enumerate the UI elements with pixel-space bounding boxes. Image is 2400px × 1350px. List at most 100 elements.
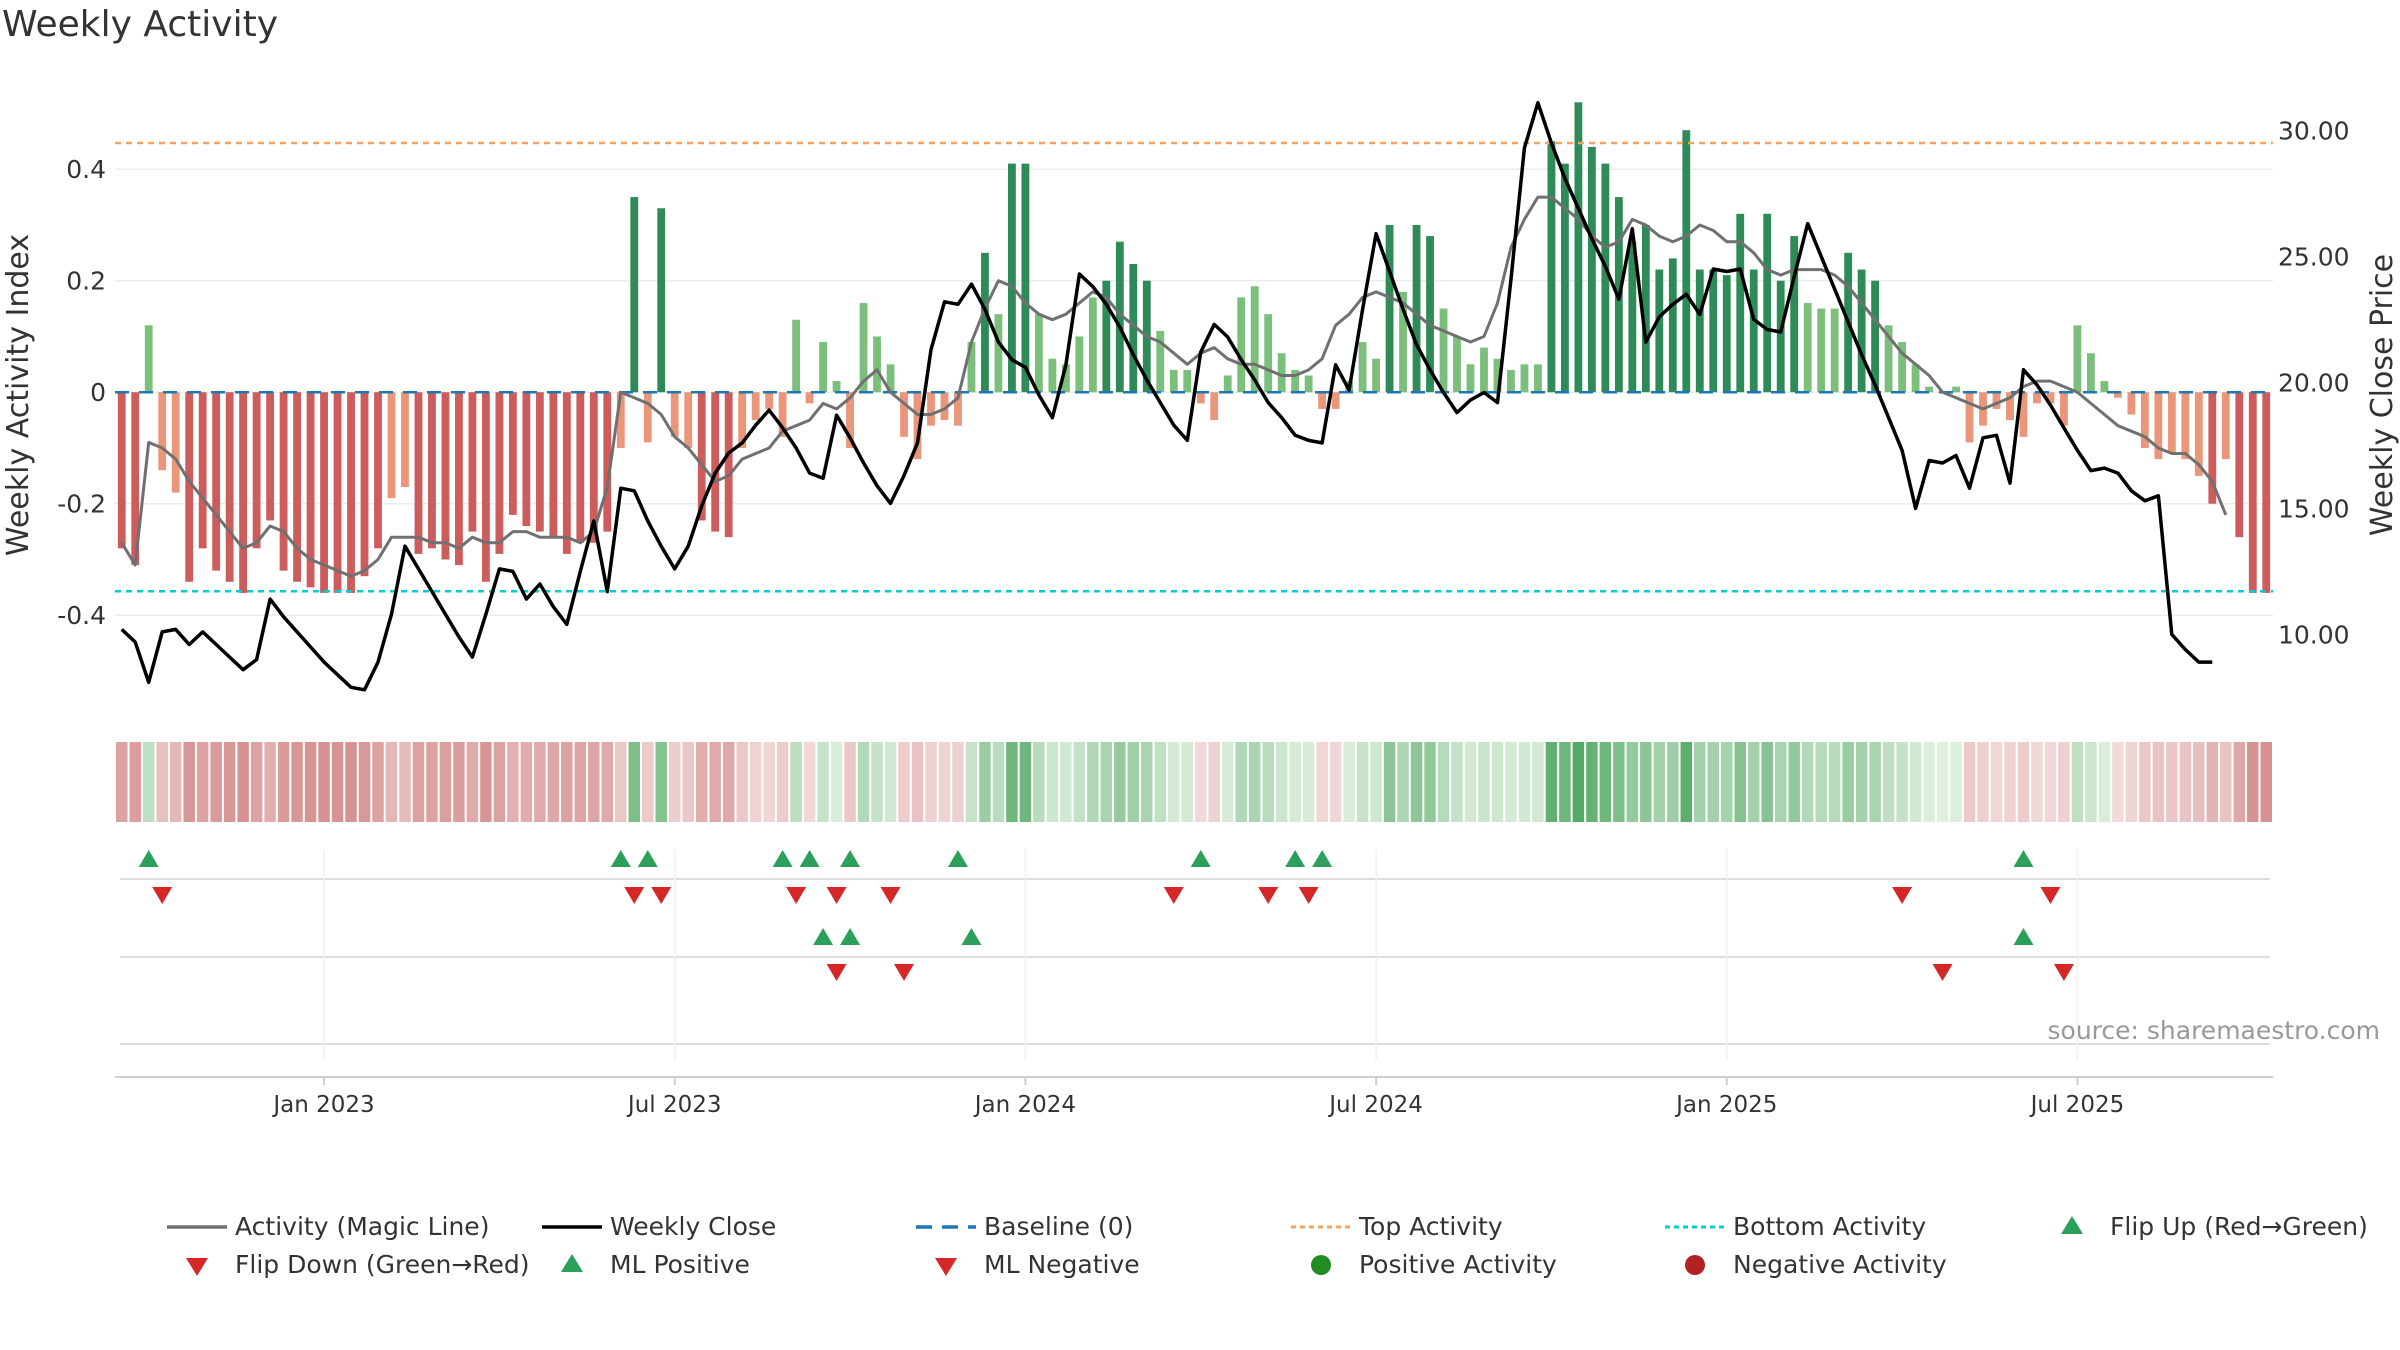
activity-bar [1426,236,1434,393]
activity-bar [1817,308,1826,393]
negative-dot-icon [1685,1255,1705,1275]
ml-negative-marker [826,964,847,981]
activity-bar [2127,392,2136,415]
heat-cell [1154,742,1167,822]
heat-cell [2152,742,2165,822]
heat-cell [480,742,492,822]
magic-line [120,195,2228,578]
activity-bar [1034,314,1043,393]
heat-cell [1316,742,1328,822]
activity-bar [158,392,167,471]
activity-bars [117,102,2271,593]
heat-cell [399,742,411,822]
heat-cell [426,742,438,822]
activity-bar [1763,213,1772,393]
heat-cell [884,742,897,822]
ml-positive-marker [840,928,861,945]
heat-cell [1221,742,1234,822]
heat-cell [2247,742,2259,822]
heat-cell [520,742,533,822]
activity-bar [643,392,652,443]
heat-cell [1019,742,1032,822]
heat-cell [1788,742,1800,822]
activity-bar [751,392,760,421]
heat-cell [695,742,708,822]
activity-heat-strip [116,742,2272,822]
flip-up-marker [772,850,793,867]
activity-bar [846,392,854,448]
activity-bar [2046,392,2055,404]
heat-cell [601,742,614,822]
x-axis: Jan 2023 Jul 2023 Jan 2024 Jul 2024 Jan 2025… [115,1076,2273,1118]
activity-bar [670,392,679,437]
heat-cell [2004,742,2016,822]
activity-bar [1277,353,1286,393]
heat-cell [385,742,398,822]
heat-cell [2058,742,2070,822]
heat-cell [291,742,303,822]
heat-cell [2112,742,2124,822]
heat-cell [116,742,128,822]
legend-label: Flip Down (Green→Red) [235,1250,530,1279]
activity-bar [1372,358,1380,393]
heat-cell [1626,742,1639,822]
activity-bar [252,392,261,549]
activity-bar [1898,342,1907,393]
heat-cell [790,742,802,822]
activity-bar [1385,224,1394,393]
activity-bar [832,381,841,393]
heat-cell [156,742,168,822]
y2-tick-label: 20.00 [2278,368,2350,397]
ml-negative-icon [935,1258,957,1276]
activity-bar [1574,102,1583,393]
activity-bar [2248,392,2257,593]
heat-cell [1087,742,1099,822]
heat-cell [1680,742,1693,822]
legend-label: Negative Activity [1733,1250,1947,1279]
heat-cell [358,742,371,822]
activity-bar [1709,269,1718,393]
heat-cell [1828,742,1841,822]
heat-cell [277,742,290,822]
activity-bar [171,392,180,493]
activity-bar [1223,375,1232,393]
heat-cell [1559,742,1571,822]
heat-cell [1963,742,1976,822]
heat-cell [1613,742,1625,822]
heat-cell [1329,742,1342,822]
activity-bar [1021,163,1030,393]
y2-tick-label: 15.00 [2278,494,2350,523]
heat-cell [898,742,910,822]
heat-cell [1141,742,1153,822]
heat-cell [1046,742,1059,822]
heat-cell [1990,742,2003,822]
activity-bar [185,392,194,582]
activity-bar [1048,358,1057,393]
heat-cell [2017,742,2030,822]
activity-bar [1911,364,1920,393]
flip-down-icon [186,1258,208,1276]
heat-cell [129,742,141,822]
heat-cell [331,742,344,822]
activity-bar [1129,263,1138,393]
heat-cell [1977,742,1989,822]
heat-cell [668,742,681,822]
activity-bar [1520,364,1529,393]
heat-cell [237,742,249,822]
heat-cell [169,742,182,822]
heat-cell [952,742,964,822]
activity-bar [1682,130,1691,393]
legend-label: Weekly Close [610,1212,777,1241]
activity-bar [360,392,369,577]
activity-bar [374,392,382,549]
flip-down-marker [1892,887,1913,904]
positive-dot-icon [1311,1255,1331,1275]
flip-up-marker [637,850,658,867]
activity-bar [2140,392,2149,448]
activity-bar [1641,224,1650,393]
heat-cell [803,742,816,822]
activity-bar [1196,392,1205,404]
activity-bar [428,392,436,549]
heat-cell [2233,742,2246,822]
x-tick-label: Jan 2024 [973,1092,1076,1118]
